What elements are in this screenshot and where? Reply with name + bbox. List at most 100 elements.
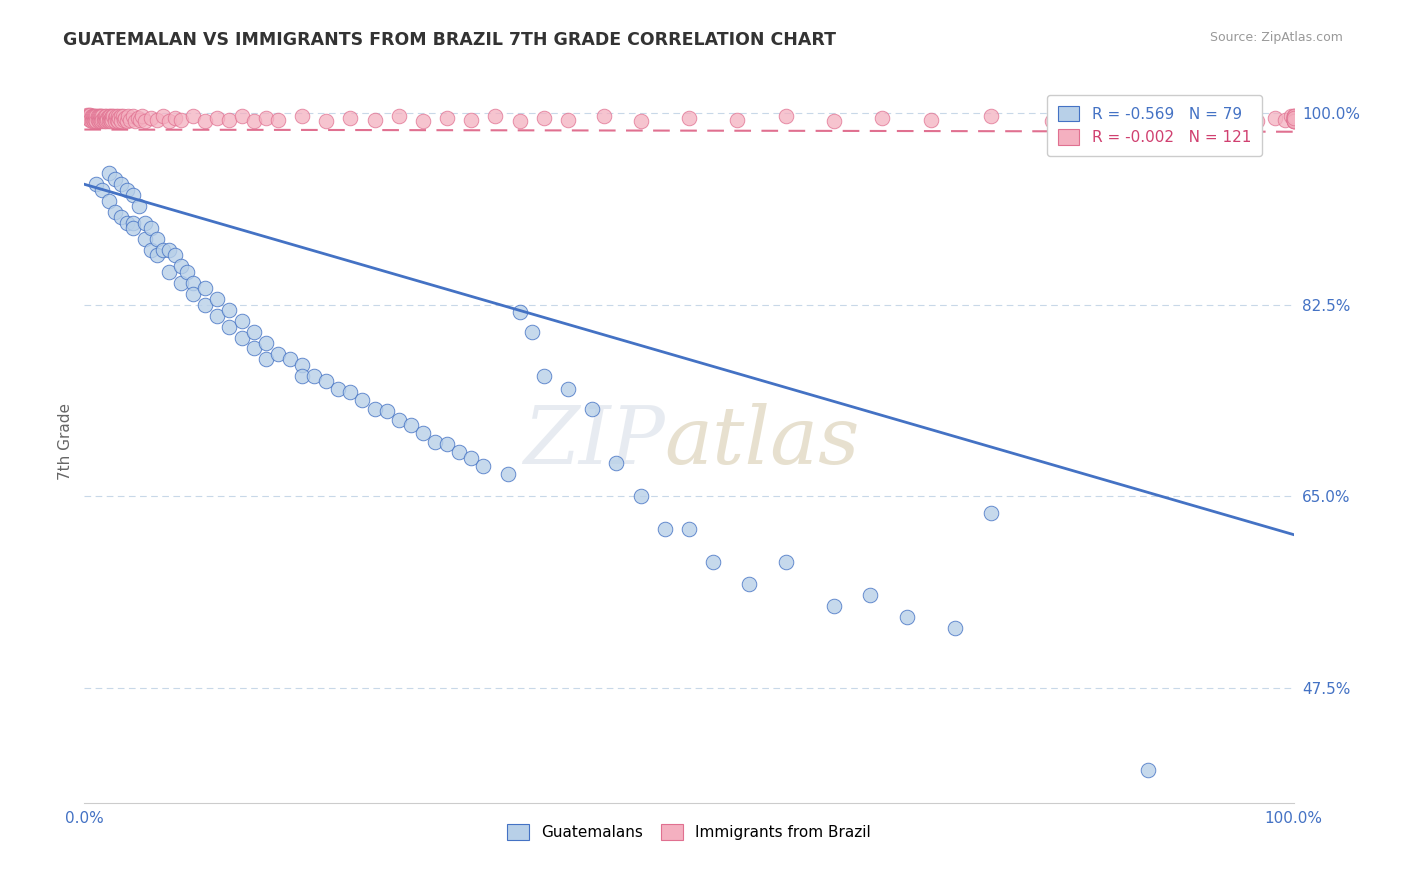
Point: [157, 243, 180, 257]
Point: [139, 221, 162, 235]
Point: [702, 555, 724, 569]
Text: ZIP: ZIP: [523, 403, 665, 480]
Point: [139, 243, 162, 257]
Point: [83, 109, 105, 123]
Point: [98, 112, 121, 127]
Point: [328, 382, 350, 396]
Point: [86, 109, 108, 123]
Point: [77, 112, 100, 126]
Point: [859, 588, 882, 602]
Point: [1282, 113, 1305, 128]
Point: [108, 111, 131, 125]
Point: [509, 113, 531, 128]
Point: [1282, 111, 1305, 125]
Point: [315, 374, 337, 388]
Point: [980, 506, 1002, 520]
Point: [207, 111, 229, 125]
Point: [97, 109, 120, 123]
Point: [104, 204, 127, 219]
Point: [165, 111, 187, 125]
Point: [1282, 111, 1305, 125]
Point: [94, 109, 117, 123]
Point: [146, 232, 169, 246]
Point: [254, 336, 277, 351]
Text: atlas: atlas: [665, 403, 860, 480]
Point: [823, 113, 845, 128]
Point: [120, 112, 142, 127]
Point: [112, 109, 135, 123]
Point: [242, 113, 264, 128]
Point: [86, 113, 108, 128]
Point: [146, 112, 169, 127]
Text: Source: ZipAtlas.com: Source: ZipAtlas.com: [1209, 31, 1343, 45]
Point: [1209, 109, 1232, 123]
Point: [103, 109, 125, 123]
Point: [89, 109, 111, 123]
Point: [100, 111, 122, 125]
Point: [1282, 112, 1305, 127]
Point: [678, 111, 700, 125]
Point: [96, 111, 118, 125]
Point: [231, 314, 253, 328]
Point: [77, 109, 100, 123]
Point: [484, 109, 506, 123]
Point: [91, 183, 114, 197]
Point: [121, 221, 143, 235]
Point: [725, 112, 748, 127]
Point: [1282, 113, 1305, 128]
Point: [107, 109, 129, 123]
Point: [97, 166, 120, 180]
Point: [472, 458, 495, 473]
Point: [115, 183, 138, 197]
Point: [1137, 763, 1160, 777]
Point: [775, 555, 797, 569]
Point: [557, 112, 579, 127]
Point: [254, 111, 277, 125]
Point: [278, 352, 301, 367]
Point: [291, 368, 314, 383]
Point: [181, 109, 204, 123]
Point: [121, 216, 143, 230]
Point: [1282, 109, 1305, 123]
Point: [121, 188, 143, 202]
Point: [436, 436, 458, 450]
Point: [605, 457, 627, 471]
Point: [82, 109, 104, 123]
Point: [104, 111, 127, 125]
Point: [94, 109, 117, 123]
Point: [157, 113, 180, 128]
Point: [352, 392, 374, 407]
Point: [339, 111, 361, 125]
Point: [267, 347, 290, 361]
Point: [231, 109, 253, 123]
Point: [823, 599, 845, 613]
Point: [134, 232, 156, 246]
Point: [134, 113, 156, 128]
Point: [1264, 111, 1286, 125]
Point: [181, 276, 204, 290]
Point: [86, 112, 108, 127]
Point: [496, 467, 519, 482]
Point: [121, 109, 143, 123]
Point: [115, 113, 138, 128]
Point: [980, 109, 1002, 123]
Point: [436, 111, 458, 125]
Point: [90, 113, 112, 128]
Point: [1279, 109, 1302, 123]
Point: [1282, 109, 1305, 123]
Point: [388, 412, 411, 426]
Point: [146, 248, 169, 262]
Point: [460, 450, 482, 465]
Point: [89, 112, 111, 127]
Point: [176, 265, 198, 279]
Point: [77, 108, 100, 122]
Point: [110, 210, 132, 224]
Point: [460, 112, 482, 127]
Point: [399, 418, 422, 433]
Point: [107, 113, 129, 128]
Point: [117, 109, 139, 123]
Point: [87, 113, 110, 128]
Point: [315, 113, 337, 128]
Point: [231, 330, 253, 344]
Point: [207, 309, 229, 323]
